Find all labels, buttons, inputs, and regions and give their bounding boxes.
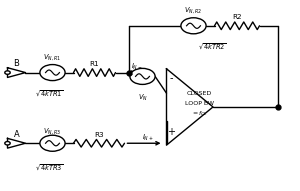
Text: $\sqrt{4kTR2}$: $\sqrt{4kTR2}$ [198,41,227,51]
Text: $\sqrt{4kTR3}$: $\sqrt{4kTR3}$ [35,162,64,172]
Circle shape [40,65,65,81]
Circle shape [130,68,155,84]
Circle shape [5,142,10,145]
Text: $V_{N,R1}$: $V_{N,R1}$ [44,52,62,62]
Text: -: - [169,73,173,83]
Text: $V_{N,R3}$: $V_{N,R3}$ [44,126,62,136]
Text: $= f_{CL}$: $= f_{CL}$ [191,110,208,118]
Text: $V_N$: $V_N$ [138,92,147,103]
Text: R2: R2 [232,14,242,20]
Text: R1: R1 [90,61,99,67]
Circle shape [40,135,65,151]
Text: $I_{N-}$: $I_{N-}$ [131,62,143,72]
Circle shape [181,18,206,34]
Text: R3: R3 [94,132,104,138]
Text: CLOSED: CLOSED [187,91,212,96]
Text: $\sqrt{4kTR1}$: $\sqrt{4kTR1}$ [35,88,64,98]
Text: +: + [167,127,175,137]
Text: A: A [14,130,20,139]
Circle shape [5,71,10,74]
Text: $V_{N,R2}$: $V_{N,R2}$ [184,5,202,15]
Text: $I_{N+}$: $I_{N+}$ [142,133,154,143]
Text: LOOP BW: LOOP BW [185,101,214,106]
Text: B: B [14,59,20,69]
